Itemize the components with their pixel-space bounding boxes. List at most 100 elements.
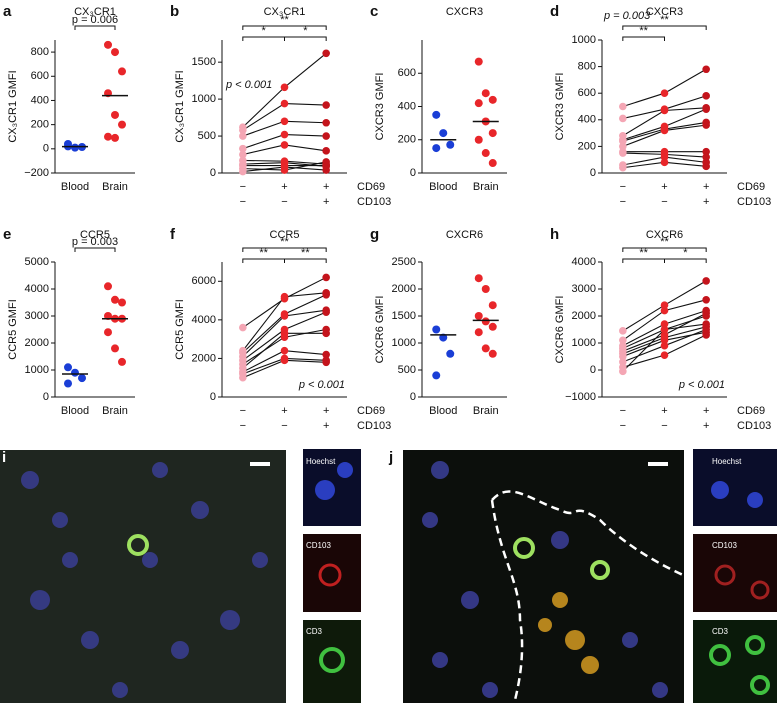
significance-label: ** xyxy=(259,247,268,259)
point xyxy=(488,301,497,310)
x-tick-label: + xyxy=(323,181,329,193)
point xyxy=(702,331,710,339)
y-tick-label: 0 xyxy=(43,143,49,155)
significance-bracket xyxy=(622,258,665,263)
y-axis-label: CXCR6 GMFI xyxy=(554,296,566,364)
y-tick-label: 800 xyxy=(31,46,49,58)
y-tick-label: 1000 xyxy=(572,34,596,46)
micrograph xyxy=(403,450,684,703)
y-tick-label: 600 xyxy=(31,70,49,82)
chart-title: CCR5 xyxy=(270,229,300,241)
point xyxy=(239,126,247,134)
x-tick-label: + xyxy=(281,181,287,193)
x-tick-label: Blood xyxy=(61,181,89,193)
stain xyxy=(538,592,599,674)
point xyxy=(702,320,710,328)
point xyxy=(702,147,710,156)
y-tick-label: 3000 xyxy=(572,283,596,295)
x-tick-label: − xyxy=(661,420,667,432)
point xyxy=(446,140,455,149)
significance-label: ** xyxy=(280,236,289,248)
significance-bracket xyxy=(242,258,285,263)
point xyxy=(322,118,330,127)
t-cell xyxy=(513,537,535,559)
region-outline xyxy=(490,490,684,701)
y-tick-label: 1000 xyxy=(25,364,49,376)
point xyxy=(488,322,497,331)
point xyxy=(619,352,627,361)
chart-title: CX₃CR1 xyxy=(74,6,116,18)
y-tick-label: 600 xyxy=(398,67,416,79)
point xyxy=(239,132,247,140)
donor-line xyxy=(242,276,327,329)
y-tick-label: 200 xyxy=(578,140,596,152)
x-tick-label: + xyxy=(661,181,667,193)
y-tick-label: 2000 xyxy=(192,352,216,364)
row-label: CD69 xyxy=(357,405,385,417)
panel-letter: e xyxy=(3,226,11,243)
significance-label: p = 0.006 xyxy=(72,14,118,26)
y-tick-label: 0 xyxy=(210,391,216,403)
point xyxy=(702,92,710,100)
point xyxy=(619,137,627,145)
panel-letter: j xyxy=(388,449,393,466)
significance-bracket xyxy=(622,25,707,30)
point xyxy=(280,329,289,338)
point xyxy=(619,163,627,172)
y-tick-label: 2000 xyxy=(25,337,49,349)
y-tick-label: 0 xyxy=(590,364,596,376)
y-tick-label: 4000 xyxy=(572,256,596,268)
point xyxy=(239,323,247,332)
x-tick-label: + xyxy=(323,420,329,432)
point xyxy=(481,317,490,326)
significance-label: ** xyxy=(660,236,669,248)
y-tick-label: 0 xyxy=(43,391,49,403)
panel-letter: d xyxy=(550,3,559,20)
point xyxy=(280,117,289,126)
x-tick-label: + xyxy=(703,420,709,432)
point xyxy=(322,132,330,140)
significance-bracket xyxy=(242,36,285,41)
point xyxy=(660,306,669,315)
point xyxy=(280,99,289,108)
point xyxy=(322,158,330,166)
point xyxy=(660,320,669,328)
point xyxy=(619,327,627,335)
image-panel-j xyxy=(403,449,777,703)
point xyxy=(322,329,330,338)
y-axis-label: CX₃CR1 GMFI xyxy=(7,70,19,142)
point xyxy=(488,159,497,168)
y-axis-label: CCR5 GMFI xyxy=(174,299,186,360)
point xyxy=(702,296,710,304)
annotation: p < 0.001 xyxy=(225,79,272,91)
significance-bracket xyxy=(74,25,116,30)
point xyxy=(322,101,330,109)
x-tick-label: Brain xyxy=(473,405,499,417)
point xyxy=(280,312,289,320)
x-tick-label: + xyxy=(703,181,709,193)
point xyxy=(111,295,119,304)
point xyxy=(619,358,627,366)
panel-letter: g xyxy=(370,226,379,243)
point xyxy=(322,166,330,174)
y-tick-label: 800 xyxy=(578,61,596,73)
y-axis-label: CXCR6 GMFI xyxy=(374,296,386,364)
point xyxy=(619,114,627,123)
y-tick-label: 400 xyxy=(578,114,596,126)
point xyxy=(488,95,497,104)
point xyxy=(474,99,483,108)
x-tick-label: − xyxy=(620,405,626,417)
point xyxy=(619,336,627,345)
point xyxy=(432,325,441,334)
point xyxy=(439,129,448,138)
micrograph xyxy=(0,450,286,703)
point xyxy=(322,350,330,359)
point xyxy=(111,133,119,142)
x-tick-label: Brain xyxy=(102,181,128,193)
point xyxy=(118,298,126,307)
point xyxy=(619,142,627,151)
y-tick-label: −1000 xyxy=(565,391,596,403)
y-tick-label: 0 xyxy=(210,167,216,179)
x-tick-label: − xyxy=(620,420,626,432)
row-label: CD103 xyxy=(737,420,771,432)
